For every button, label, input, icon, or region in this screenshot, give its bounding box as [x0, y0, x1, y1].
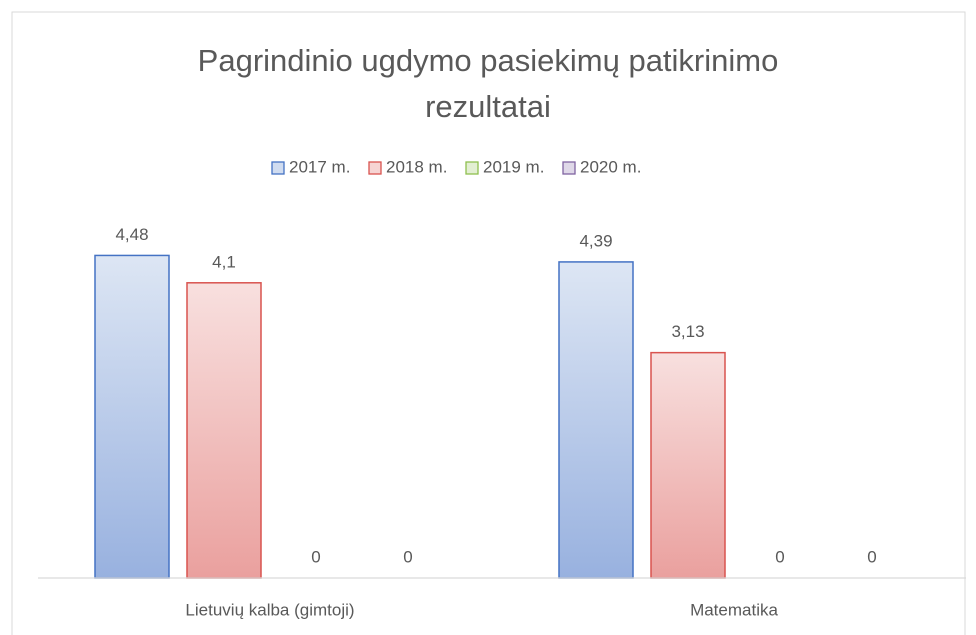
bar — [186, 282, 262, 579]
legend-label: 2017 m. — [289, 157, 350, 176]
data-label: 3,13 — [671, 322, 704, 341]
data-label: 0 — [867, 547, 876, 566]
data-label: 0 — [775, 547, 784, 566]
bar — [650, 351, 726, 579]
legend-swatch — [368, 161, 382, 175]
data-label: 0 — [311, 547, 320, 566]
data-label: 4,48 — [115, 225, 148, 244]
x-tick-label: Matematika — [690, 600, 778, 619]
legend-label: 2019 m. — [483, 157, 544, 176]
data-label: 4,39 — [579, 231, 612, 250]
data-label: 4,1 — [212, 252, 236, 271]
legend-swatch — [465, 161, 479, 175]
legend-label: 2018 m. — [386, 157, 447, 176]
data-label: 0 — [403, 547, 412, 566]
legend-swatch — [562, 161, 576, 175]
bar — [94, 254, 170, 579]
legend-label: 2020 m. — [580, 157, 641, 176]
x-tick-label: Lietuvių kalba (gimtoji) — [185, 600, 354, 619]
legend-swatch — [271, 161, 285, 175]
chart-title: Pagrindinio ugdymo pasiekimų patikrinimo… — [197, 43, 779, 124]
chart-frame — [11, 11, 966, 635]
bar — [558, 261, 634, 579]
